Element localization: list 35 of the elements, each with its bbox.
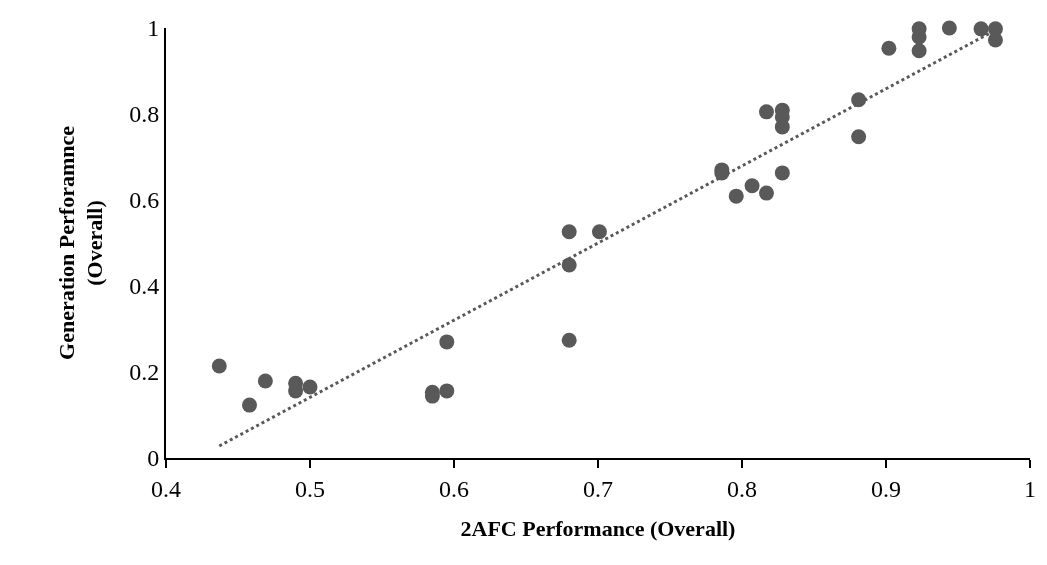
point xyxy=(211,358,227,374)
x-tick-label: 0.6 xyxy=(439,475,469,502)
point xyxy=(439,334,455,350)
point xyxy=(941,20,957,36)
point xyxy=(257,373,273,389)
y-tick-label: 0.6 xyxy=(129,187,160,214)
y-axis-title: Generation Perforamnce (Overall) xyxy=(53,125,108,360)
point xyxy=(973,21,989,37)
y-tick-label: 0 xyxy=(147,445,160,472)
point xyxy=(561,224,577,240)
y-tick-label: 0.4 xyxy=(129,273,160,300)
x-tick-label: 0.5 xyxy=(295,475,325,502)
point xyxy=(911,43,927,59)
point xyxy=(591,224,607,240)
point xyxy=(242,397,258,413)
point xyxy=(881,40,897,56)
x-tick-label: 0.9 xyxy=(871,475,901,502)
x-axis-title: 2AFC Performance (Overall) xyxy=(460,516,736,542)
point xyxy=(987,32,1003,48)
point xyxy=(728,188,744,204)
point xyxy=(302,379,318,395)
point xyxy=(758,104,774,120)
y-tick-label: 1 xyxy=(147,15,160,42)
point xyxy=(561,332,577,348)
point xyxy=(851,129,867,145)
x-tick-label: 0.7 xyxy=(583,475,613,502)
x-tick-label: 1 xyxy=(1024,475,1036,502)
y-tick-label: 0.8 xyxy=(129,101,160,128)
point xyxy=(744,178,760,194)
point xyxy=(774,119,790,135)
x-tick-label: 0.8 xyxy=(727,475,757,502)
y-tick-label: 0.2 xyxy=(129,359,160,386)
point xyxy=(774,165,790,181)
point xyxy=(758,185,774,201)
point xyxy=(439,383,455,399)
